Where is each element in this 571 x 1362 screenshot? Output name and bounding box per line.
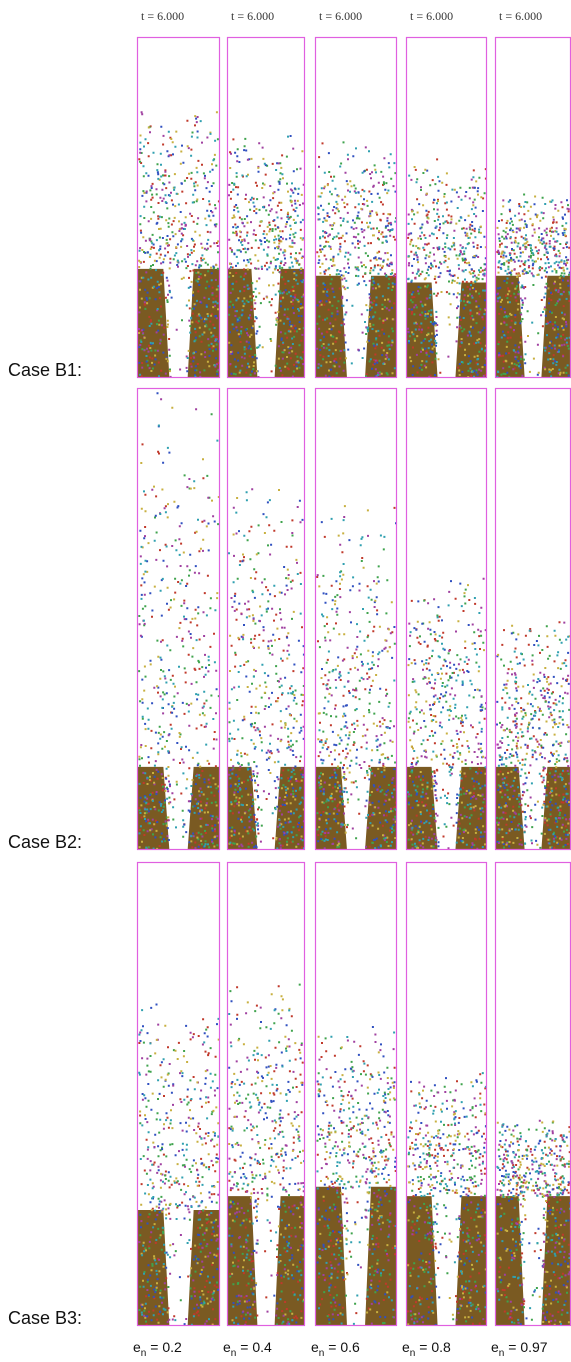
particles [496, 195, 569, 376]
simulation-panel [494, 861, 571, 1327]
particles [496, 199, 571, 377]
time-label: t = 6.000 [231, 9, 274, 23]
symbol: e [491, 1339, 499, 1355]
time-label: t = 6.000 [410, 9, 453, 23]
particle-bed [406, 282, 487, 378]
particle-bed [495, 1196, 571, 1326]
particles [316, 152, 397, 378]
time-label: t = 6.000 [499, 9, 542, 23]
particles [138, 119, 220, 377]
restitution-label: en = 0.6 [311, 1339, 360, 1359]
domain-border [405, 387, 488, 851]
particles [317, 147, 397, 376]
particles [407, 178, 487, 378]
particles [316, 142, 397, 378]
domain-border [314, 861, 398, 1327]
value-text: = 0.97 [504, 1339, 547, 1355]
subscript: n [319, 1348, 325, 1359]
simulation-panel [405, 387, 488, 851]
particles [407, 597, 486, 844]
subscript: n [141, 1348, 147, 1359]
subscript: n [231, 1348, 237, 1359]
simulation-panel [405, 861, 488, 1327]
particles [496, 199, 570, 377]
case-label: Case B2: [8, 832, 82, 852]
particle-bed [315, 275, 397, 378]
case-label: Case B1: [8, 360, 82, 380]
simulation-panel [226, 387, 306, 851]
symbol: e [311, 1339, 319, 1355]
simulation-panel [136, 36, 221, 379]
particles [228, 1009, 305, 1326]
simulation-panel [314, 861, 398, 1327]
case-label: Case B3: [8, 1308, 82, 1328]
value-text: = 0.4 [236, 1339, 272, 1355]
simulation-panel [405, 36, 488, 379]
particles [496, 203, 571, 375]
value-text: = 0.2 [146, 1339, 182, 1355]
simulation-panel [136, 861, 221, 1327]
domain-border [314, 387, 398, 851]
simulation-panel [494, 36, 571, 379]
particle-bed [315, 1186, 397, 1326]
domain-border [136, 36, 221, 379]
particles [497, 193, 571, 378]
value-text: = 0.6 [324, 1339, 360, 1355]
particles [138, 406, 220, 850]
symbol: e [133, 1339, 141, 1355]
restitution-label: en = 0.97 [491, 1339, 548, 1359]
particles [497, 629, 570, 845]
simulation-panel [226, 861, 306, 1327]
domain-border [314, 36, 398, 379]
symbol: e [402, 1339, 410, 1355]
simulation-panel [314, 36, 398, 379]
simulation-panel [136, 387, 221, 851]
particles [496, 1123, 571, 1325]
particles [230, 135, 305, 372]
restitution-label: en = 0.2 [133, 1339, 182, 1359]
simulation-panel [494, 387, 571, 851]
symbol: e [223, 1339, 231, 1355]
particles [497, 1121, 570, 1325]
simulation-panel [226, 36, 306, 379]
particle-bed [495, 275, 571, 378]
domain-border [405, 36, 488, 379]
particles [316, 141, 397, 378]
simulation-panel [314, 387, 398, 851]
subscript: n [410, 1348, 416, 1359]
particle-bed [137, 766, 220, 850]
time-label: t = 6.000 [141, 9, 184, 23]
value-text: = 0.8 [415, 1339, 451, 1355]
domain-border [405, 861, 488, 1327]
subscript: n [499, 1348, 505, 1359]
particles [496, 1119, 571, 1324]
domain-border [226, 36, 306, 379]
domain-border [226, 861, 306, 1327]
restitution-label: en = 0.8 [402, 1339, 451, 1359]
domain-border [136, 861, 221, 1327]
restitution-label: en = 0.4 [223, 1339, 272, 1359]
particles [408, 1081, 486, 1324]
time-label: t = 6.000 [319, 9, 362, 23]
domain-border [136, 387, 221, 851]
particles [407, 597, 487, 848]
domain-border [226, 387, 306, 851]
